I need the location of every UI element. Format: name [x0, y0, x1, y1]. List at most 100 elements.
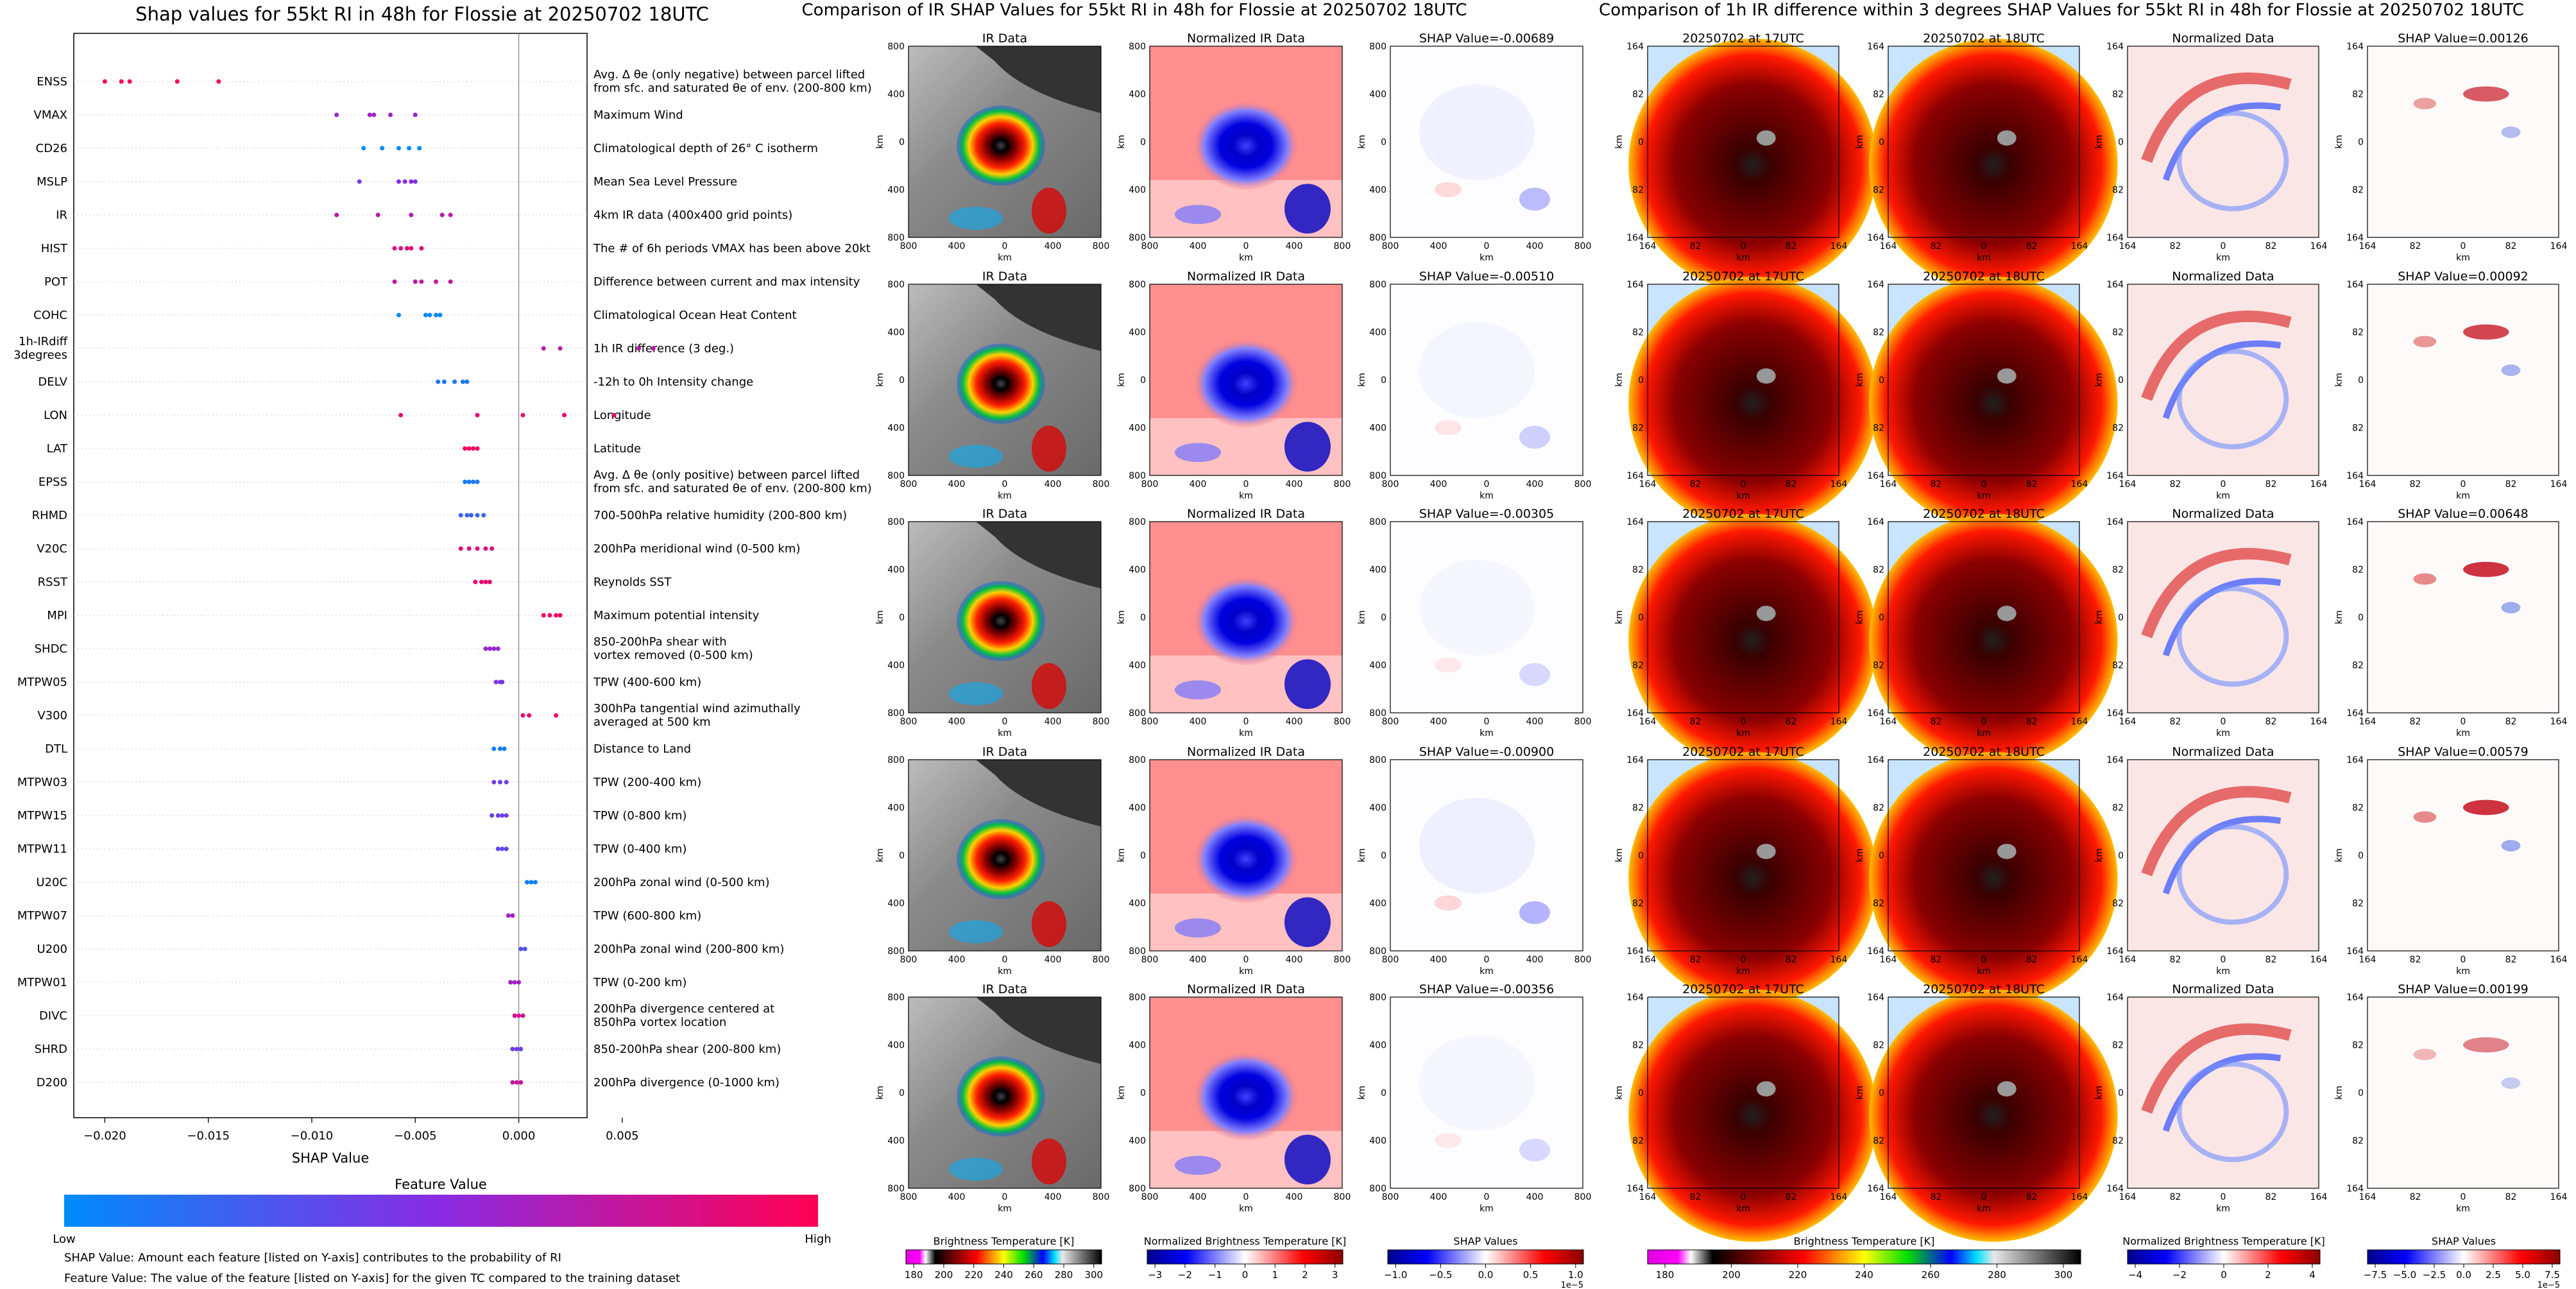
subplot-title: IR Data: [982, 745, 1027, 759]
y-tick-label: 164: [2346, 471, 2364, 481]
x-tick-label: 0: [1741, 479, 1746, 490]
panel-frame: [1647, 46, 1839, 238]
colorbar-tick-label: 0: [1242, 1269, 1249, 1281]
y-tick-label: 82: [1873, 899, 1884, 909]
y-tick-label: 164: [2106, 517, 2124, 527]
x-tick-label: 0: [1981, 479, 1987, 490]
panel-frame: [1149, 996, 1343, 1189]
norm-core: [1194, 101, 1298, 190]
land-mass: [976, 760, 1101, 827]
y-tick-label: 164: [2106, 708, 2124, 719]
feature-name-label: DTL: [45, 742, 67, 756]
subplot-title: 20250702 at 17UTC: [1682, 982, 1804, 996]
panel-frame: [2367, 759, 2559, 952]
panel-frame: [908, 284, 1102, 476]
feature-value-colorbar: [64, 1195, 818, 1227]
shap-point: [475, 513, 480, 518]
x-axis-label: km: [2456, 253, 2470, 263]
x-tick-label: 164: [2119, 241, 2137, 252]
y-tick-label: 0: [2358, 137, 2364, 148]
y-axis-label: km: [1614, 848, 1625, 862]
image-grid: IR Data80080040040000400400800800kmkmNor…: [875, 31, 2567, 1242]
zoom-storm: [1628, 514, 1877, 767]
x-tick-label: 82: [1786, 717, 1797, 727]
zoom-storm: [1628, 752, 1877, 1005]
diff-subplot: 20250702 at 17UTC1641648282008282164164k…: [1614, 31, 1877, 291]
shap-rows: ENSS Avg. Δ θe (only negative) between pa…: [13, 33, 872, 1118]
diff-subplot: 20250702 at 17UTC1641648282008282164164k…: [1614, 269, 1877, 529]
x-tick-label: 164: [1830, 955, 1848, 965]
y-tick-label: 800: [1369, 280, 1386, 290]
shap-point: [434, 279, 439, 284]
colorbar-label: SHAP Values: [1453, 1235, 1517, 1247]
shap-point: [392, 246, 397, 251]
x-axis-label: km: [2216, 728, 2230, 738]
feature-description: 200hPa meridional wind (0-500 km): [593, 542, 800, 556]
x-tick-label: 0: [1484, 955, 1490, 965]
y-tick-label: 164: [2346, 233, 2364, 243]
x-tick-label: 400: [1045, 717, 1062, 727]
feature-description: 4km IR data (400x400 grid points): [593, 209, 792, 222]
storm-eye: [1756, 130, 1776, 146]
y-tick-label: 800: [1129, 233, 1146, 243]
colorbar-tick-label: 220: [1789, 1269, 1807, 1281]
x-axis-label: km: [2456, 491, 2470, 501]
y-tick-label: 0: [1381, 137, 1386, 148]
y-tick-label: 0: [1879, 851, 1884, 861]
colorbar-tick-label: 280: [1988, 1269, 2006, 1281]
colorbar: SHAP Values −1.0 −0.5 0.0 0.5 1.01e−5: [1384, 1235, 1584, 1289]
shap-point: [398, 413, 404, 418]
shap-point: [413, 112, 418, 117]
y-tick-label: 164: [2346, 42, 2364, 52]
y-tick-label: 82: [2352, 565, 2364, 576]
x-tick-label: 0.000: [502, 1129, 536, 1143]
shap-title: Shap values for 55kt RI in 48h for Floss…: [135, 3, 709, 25]
x-tick-label: 0: [1002, 1192, 1008, 1202]
shap-point: [423, 312, 428, 318]
panel-frame: [2127, 996, 2319, 1189]
colorbar-bar: [1647, 1249, 2081, 1265]
subplot-title: SHAP Value=0.00199: [2398, 982, 2529, 996]
colorbar-label: Normalized Brightness Temperature [K]: [1144, 1235, 1347, 1247]
shap-point: [483, 579, 488, 585]
feature-description: Climatological Ocean Heat Content: [593, 309, 797, 322]
y-axis-label: km: [2334, 848, 2344, 862]
x-tick-label: 400: [1045, 1192, 1062, 1202]
diff-subplot: 20250702 at 18UTC1641648282008282164164k…: [1855, 507, 2118, 767]
eyewall-ring: [2176, 1061, 2289, 1163]
x-tick-label: 82: [2410, 955, 2421, 965]
panel-frame: [2367, 996, 2559, 1189]
shap-point: [518, 946, 524, 952]
x-axis-label: km: [1480, 728, 1494, 738]
y-tick-label: 164: [1626, 517, 1644, 527]
y-tick-label: 400: [887, 1136, 905, 1147]
colorbar-exponent: 1e−5: [1561, 1281, 1583, 1289]
y-tick-label: 400: [1369, 803, 1386, 814]
x-tick-label: 82: [2505, 717, 2517, 727]
x-tick-label: −0.020: [83, 1129, 126, 1143]
shap-point: [396, 146, 401, 151]
feature-name-label: MTPW07: [17, 909, 67, 923]
y-tick-label: 82: [1873, 661, 1884, 671]
y-tick-label: 0: [899, 851, 905, 861]
shap-map-background: [1390, 284, 1583, 475]
feature-row: SHDC 850-200hPa shear with vortex removed …: [35, 635, 753, 662]
colorbar-tick-label: 200: [1722, 1269, 1741, 1281]
colorbar-tick-label: 0.5: [1523, 1269, 1539, 1281]
x-tick-label: 800: [1141, 479, 1159, 490]
land-mass: [976, 284, 1101, 352]
y-tick-label: 400: [1129, 328, 1146, 338]
feature-row: CD26 Climatological depth of 26° C isothe…: [36, 142, 818, 155]
x-axis-label: km: [1480, 1204, 1494, 1214]
feature-description: TPW (400-600 km): [593, 676, 701, 689]
shap-map-blob: [1435, 182, 1462, 198]
panel-frame: [1390, 996, 1583, 1189]
x-tick-label: 400: [1430, 479, 1447, 490]
y-tick-label: 82: [2112, 661, 2124, 671]
feature-description: TPW (200-400 km): [593, 776, 701, 789]
subplot-title: Normalized IR Data: [1187, 269, 1305, 284]
